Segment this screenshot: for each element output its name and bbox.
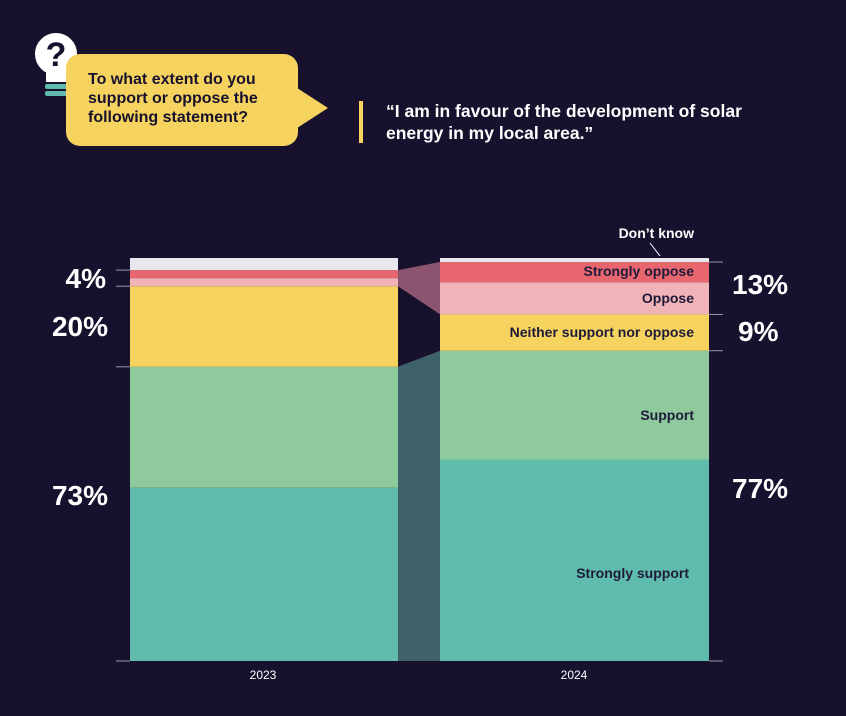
question-bubble: [66, 54, 298, 146]
2024-neither-total: 9%: [738, 316, 779, 347]
bar-2024-neither: [440, 314, 709, 351]
bar-2023-dont-know: [130, 258, 398, 271]
survey-statement: “I am in favour of the development of so…: [386, 101, 742, 143]
legend-strongly-support: Strongly support: [576, 565, 689, 581]
2024-support-total: 77%: [732, 473, 788, 504]
oppose-connector: [398, 262, 440, 315]
bar-2024-dont-know: [440, 258, 709, 263]
quote-accent-bar: [359, 101, 363, 143]
bar-2023-neither: [130, 286, 398, 367]
dont-know-pointer: [649, 242, 661, 257]
bar-2024-strongly-oppose: [440, 262, 709, 283]
2024-oppose-total: 13%: [732, 269, 788, 300]
svg-text:?: ?: [46, 36, 67, 74]
bar-2024-oppose: [440, 282, 709, 315]
legend-neither: Neither support nor oppose: [510, 324, 695, 340]
bar-2023-support: [130, 366, 398, 488]
legend-support: Support: [640, 407, 694, 423]
legend-dont-know: Don’t know: [619, 225, 695, 241]
support-connector: [398, 350, 440, 661]
bar-2024-strongly-support: [440, 459, 709, 661]
bar-2023-strongly-oppose: [130, 270, 398, 279]
2023-oppose-total: 4%: [66, 263, 107, 294]
question-bubble-tail: [294, 86, 328, 130]
survey-question: To what extent do you support or oppose …: [88, 71, 258, 126]
year-label-2024: 2024: [561, 668, 588, 682]
2023-support-total: 73%: [52, 480, 108, 511]
bar-2023-strongly-support: [130, 487, 398, 661]
year-label-2023: 2023: [250, 668, 277, 682]
2023-neither-total: 20%: [52, 311, 108, 342]
legend-strongly-oppose: Strongly oppose: [584, 263, 695, 279]
legend-oppose: Oppose: [642, 290, 694, 306]
bar-2024-support: [440, 350, 709, 460]
bar-2023-oppose: [130, 278, 398, 287]
